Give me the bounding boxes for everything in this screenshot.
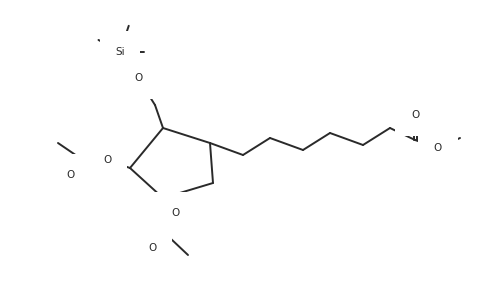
Text: Si: Si bbox=[115, 47, 125, 57]
Text: O: O bbox=[134, 73, 142, 83]
Text: O: O bbox=[66, 170, 74, 180]
Text: O: O bbox=[411, 110, 419, 120]
Text: O: O bbox=[434, 143, 442, 153]
Text: O: O bbox=[171, 208, 179, 218]
Text: O: O bbox=[148, 243, 156, 253]
Text: O: O bbox=[103, 155, 111, 165]
